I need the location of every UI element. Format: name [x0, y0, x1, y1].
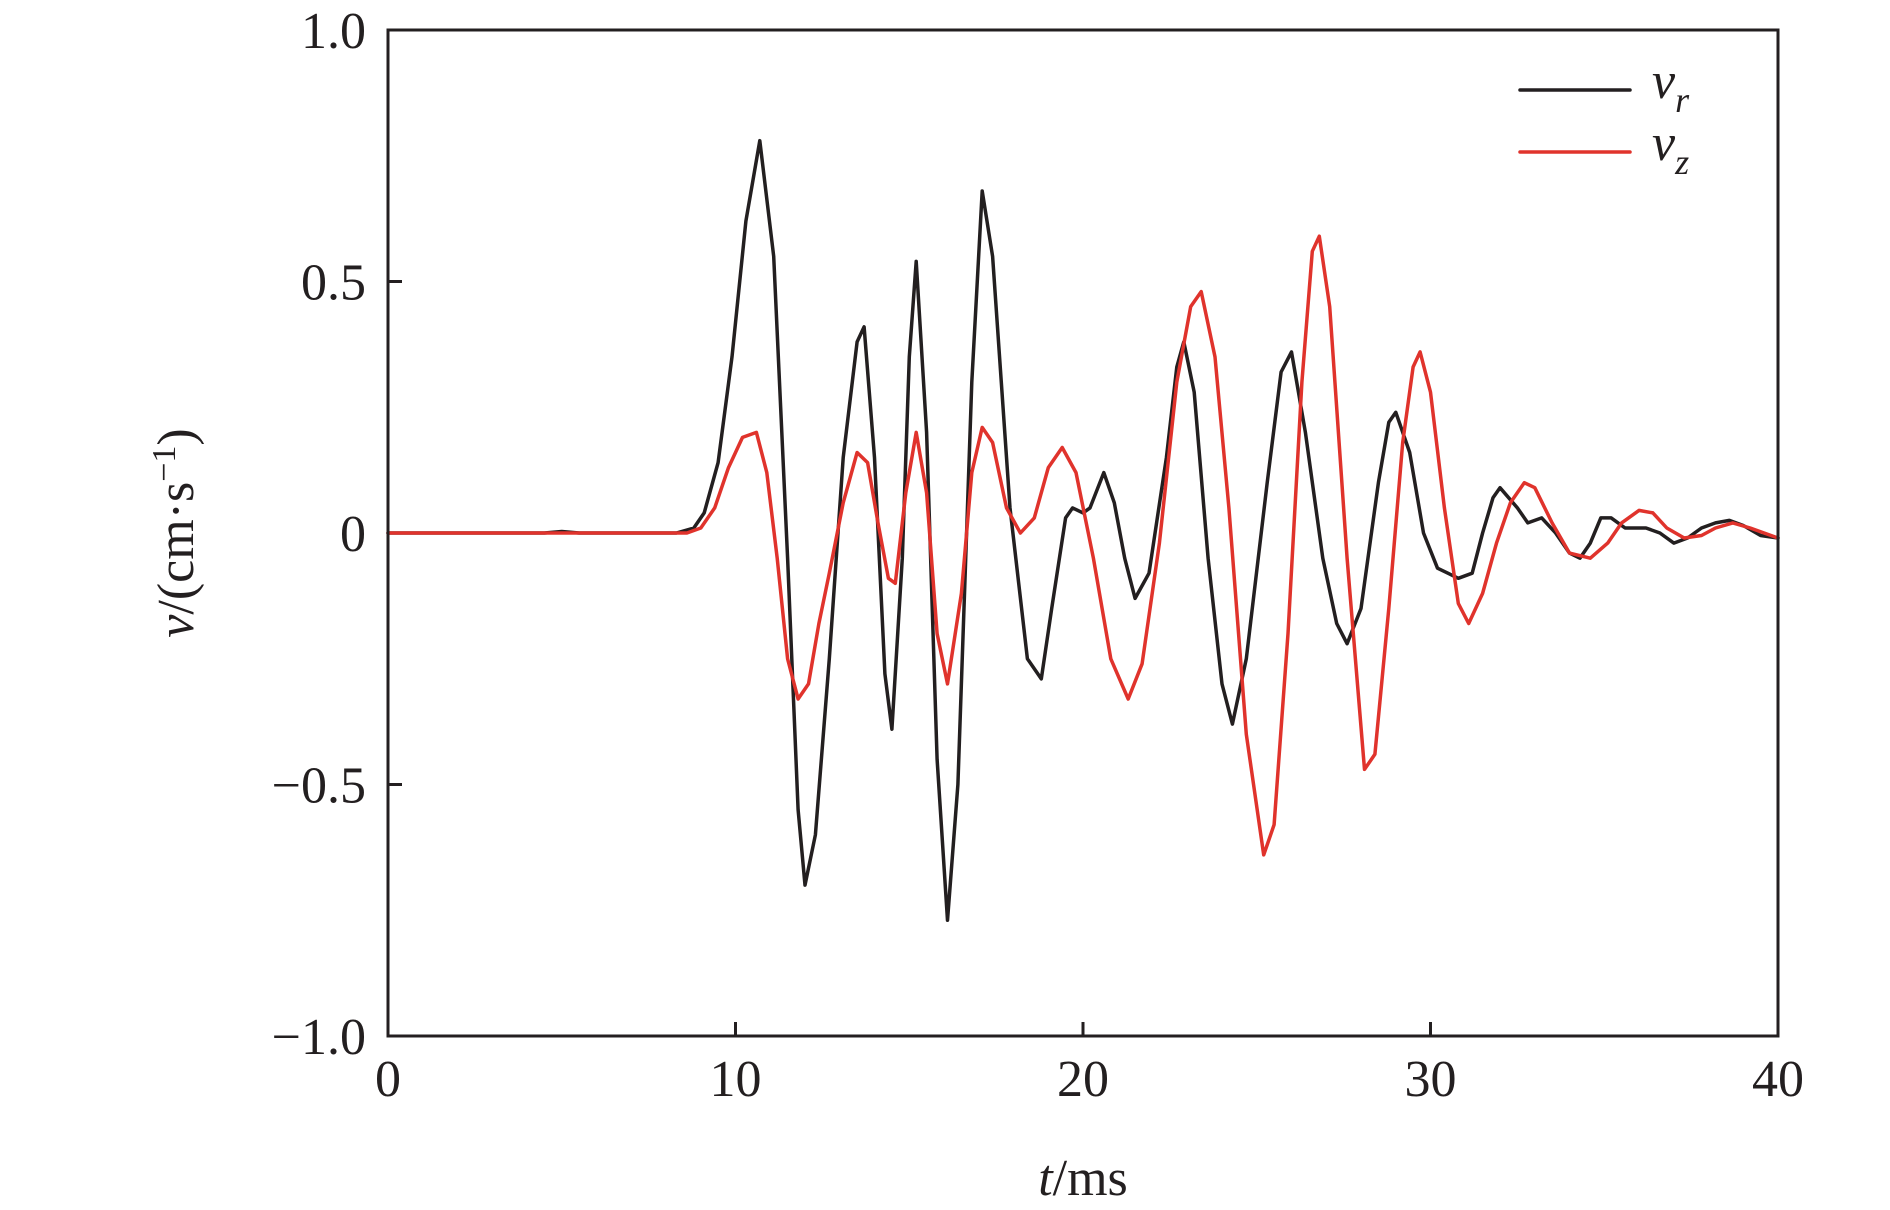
- y-tick-label: 1.0: [301, 3, 366, 60]
- legend-vz-sub: z: [1674, 142, 1689, 182]
- y-axis-unit-suffix: ): [148, 428, 205, 445]
- y-axis-title: v/(cm·s−1): [146, 428, 205, 637]
- ticks-layer: 0 10 20 30 40 −1.0 −0.5 0 0.5 1.0: [272, 3, 1804, 1108]
- y-axis-unit-prefix: /(cm·s: [148, 482, 205, 615]
- legend-label-vr: vr: [1652, 53, 1690, 120]
- x-tick-label: 20: [1057, 1051, 1109, 1108]
- x-tick-label: 0: [375, 1051, 401, 1108]
- legend: vr vz: [1518, 53, 1690, 182]
- plot-frame: [386, 28, 1780, 1038]
- x-axis-unit: /ms: [1053, 1150, 1128, 1207]
- x-tick-label: 10: [710, 1051, 762, 1108]
- legend-vz-base: v: [1652, 115, 1676, 172]
- legend-label-vz: vz: [1652, 115, 1689, 182]
- series-line-v-r: [386, 138, 1780, 923]
- x-axis-var: t: [1038, 1150, 1054, 1207]
- series-line-v-z: [386, 234, 1780, 857]
- y-tick-label: −0.5: [272, 758, 366, 815]
- x-tick-label: 40: [1752, 1051, 1804, 1108]
- y-axis-var: v: [148, 614, 205, 638]
- y-axis-unit-exp: −1: [146, 446, 183, 482]
- legend-vr-sub: r: [1675, 80, 1690, 120]
- y-tick-label: −1.0: [272, 1009, 366, 1066]
- legend-vr-base: v: [1652, 53, 1676, 110]
- y-tick-label: 0.5: [301, 255, 366, 312]
- series-layer: [386, 138, 1780, 923]
- x-axis-title: t/ms: [1038, 1150, 1128, 1207]
- x-tick-label: 30: [1405, 1051, 1457, 1108]
- y-tick-label: 0: [340, 506, 366, 563]
